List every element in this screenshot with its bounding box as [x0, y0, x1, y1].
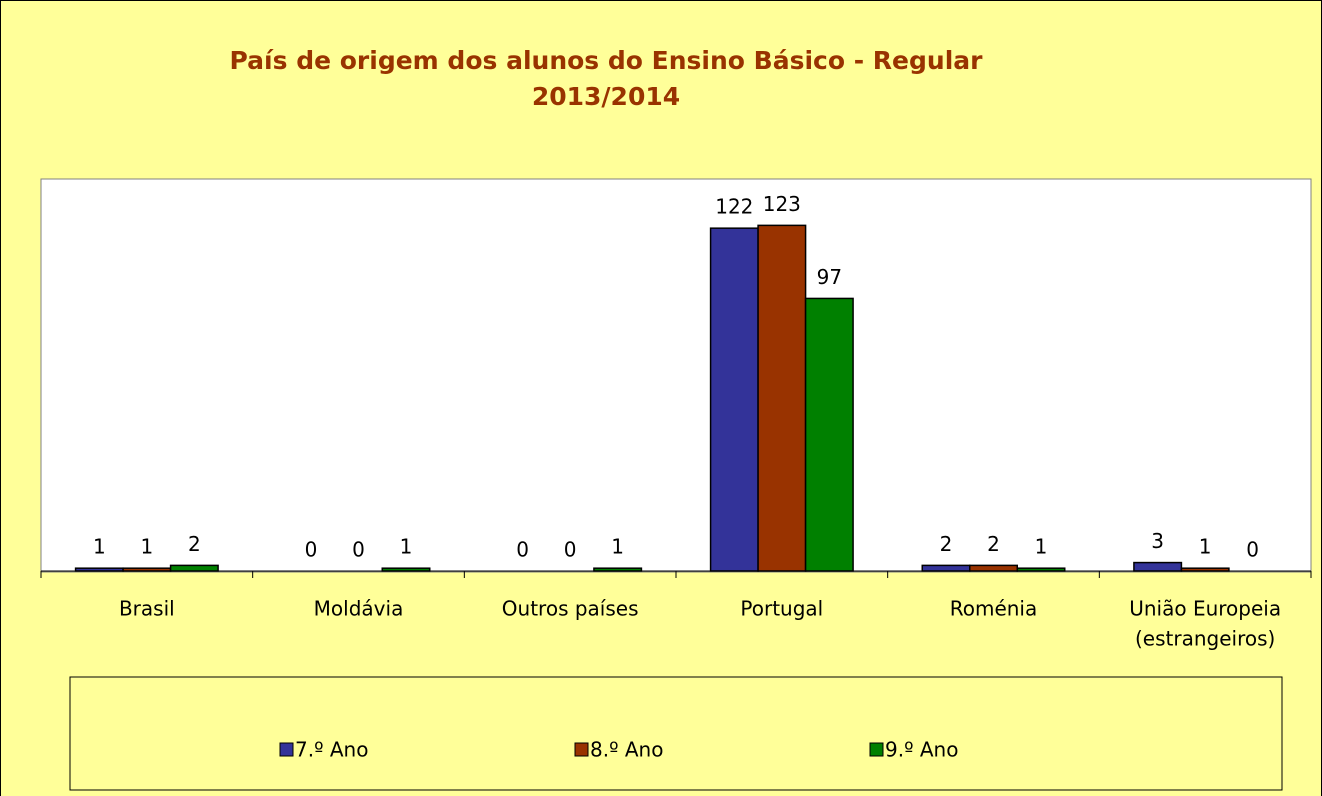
bar — [1180, 567, 1230, 572]
value-label: 122 — [715, 195, 753, 219]
value-label: 0 — [1246, 538, 1259, 562]
value-label: 1 — [1199, 535, 1212, 559]
chart-title: 2013/2014 — [532, 82, 680, 111]
value-label: 3 — [1151, 529, 1164, 553]
value-label: 1 — [140, 535, 153, 559]
value-label: 123 — [763, 192, 801, 216]
value-label: 1 — [611, 535, 624, 559]
x-tick-label: (estrangeiros) — [1135, 627, 1275, 651]
legend-swatch — [869, 742, 884, 757]
x-tick-label: Roménia — [950, 597, 1038, 621]
value-label: 2 — [188, 532, 201, 556]
value-label: 2 — [940, 532, 953, 556]
x-tick-label: Moldávia — [314, 597, 404, 621]
x-tick-label: União Europeia — [1129, 597, 1281, 621]
value-label: 0 — [305, 538, 318, 562]
chart-title: País de origem dos alunos do Ensino Bási… — [230, 46, 984, 75]
legend-label: 8.º Ano — [590, 738, 663, 762]
value-label: 1 — [93, 535, 106, 559]
legend-label: 9.º Ano — [885, 738, 958, 762]
legend-swatch — [574, 742, 589, 757]
bar — [757, 224, 807, 572]
legend-label: 7.º Ano — [295, 738, 368, 762]
bar — [122, 567, 172, 572]
value-label: 0 — [352, 538, 365, 562]
bar — [1133, 561, 1183, 572]
bar — [1016, 567, 1066, 572]
bar — [921, 564, 971, 572]
value-label: 97 — [817, 265, 842, 289]
legend-swatch — [279, 742, 294, 757]
bar — [969, 564, 1018, 572]
bar — [709, 227, 759, 572]
x-tick-label: Brasil — [119, 597, 175, 621]
value-label: 1 — [1035, 535, 1048, 559]
legend-box — [69, 676, 1283, 791]
plot-area — [40, 178, 1312, 573]
value-label: 0 — [516, 538, 529, 562]
bar — [381, 567, 431, 572]
value-label: 0 — [564, 538, 577, 562]
bar — [169, 564, 219, 572]
x-tick-label: Portugal — [740, 597, 823, 621]
bar — [593, 567, 643, 572]
value-label: 2 — [987, 532, 1000, 556]
x-tick-label: Outros países — [502, 597, 639, 621]
bar — [804, 297, 854, 572]
bar — [74, 567, 124, 572]
value-label: 1 — [400, 535, 413, 559]
